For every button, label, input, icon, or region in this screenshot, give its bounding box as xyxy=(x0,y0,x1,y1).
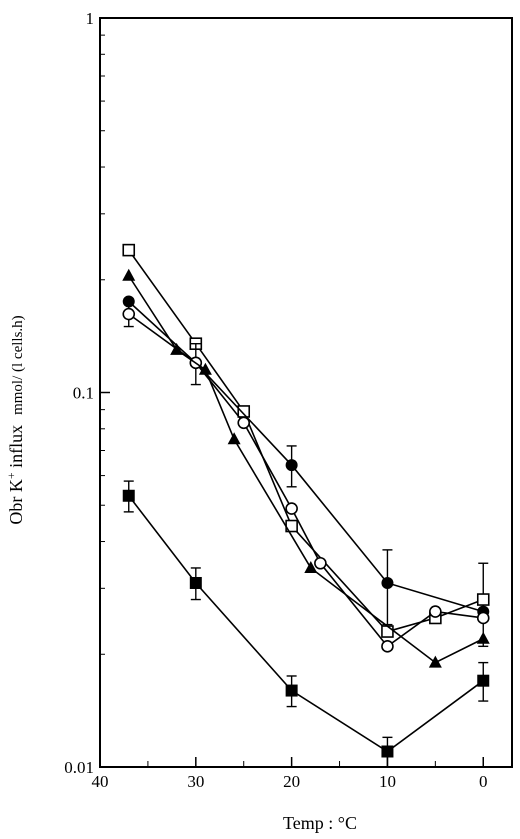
x-axis-ticks: 40 30 20 10 0 xyxy=(92,757,488,791)
y-axis-ticks: 0.01 0.1 1 xyxy=(64,9,110,777)
series-line xyxy=(128,249,484,633)
x-tick-label: 0 xyxy=(479,772,488,791)
data-point-filled-triangle xyxy=(122,268,136,281)
x-axis-label: Temp : °C xyxy=(283,813,357,833)
data-point-filled-circle xyxy=(122,295,135,308)
data-point-open-circle xyxy=(122,307,136,321)
series-filled-triangle xyxy=(122,268,490,668)
y-axis-label-main: Obr K xyxy=(6,479,26,525)
data-point-filled-square xyxy=(381,745,394,758)
series-line xyxy=(128,275,484,664)
data-point-open-square xyxy=(476,593,490,606)
y-axis-label: Obr K+ influx mmol/ (l cells.h) xyxy=(4,315,26,524)
data-point-open-circle xyxy=(476,611,490,625)
y-tick-label: 0.01 xyxy=(64,758,94,777)
data-point-filled-triangle xyxy=(476,631,490,644)
data-point-open-circle xyxy=(237,416,251,430)
y-tick-label: 0.1 xyxy=(73,384,94,403)
data-point-open-square xyxy=(122,243,136,257)
data-point-filled-square xyxy=(285,684,298,697)
data-point-filled-triangle xyxy=(198,362,212,375)
data-point-open-square xyxy=(381,625,394,638)
data-point-filled-square xyxy=(189,576,202,589)
data-point-filled-triangle xyxy=(170,342,184,355)
series-filled-square xyxy=(122,480,490,768)
data-point-filled-square xyxy=(122,489,135,502)
data-point-filled-triangle xyxy=(428,655,442,668)
y-axis-label-rest: influx xyxy=(6,425,26,473)
data-point-open-square xyxy=(237,405,251,418)
data-point-filled-triangle xyxy=(227,432,241,445)
series-layer xyxy=(122,243,490,768)
data-point-open-circle xyxy=(285,502,298,515)
data-point-filled-triangle xyxy=(304,560,318,573)
x-tick-label: 10 xyxy=(379,772,396,791)
data-point-filled-circle xyxy=(381,576,394,589)
y-tick-label: 1 xyxy=(86,9,95,28)
data-point-open-circle xyxy=(381,640,394,653)
x-tick-label: 20 xyxy=(283,772,300,791)
data-point-filled-square xyxy=(477,674,490,687)
y-axis-label-units: mmol/ (l cells.h) xyxy=(10,315,26,415)
data-point-open-circle xyxy=(429,605,442,618)
y-axis-label-superscript: + xyxy=(4,472,18,479)
series-open-square xyxy=(122,243,490,648)
x-tick-label: 30 xyxy=(187,772,204,791)
x-tick-label: 40 xyxy=(92,772,109,791)
data-point-filled-circle xyxy=(285,459,298,472)
data-point-open-circle xyxy=(314,556,327,570)
